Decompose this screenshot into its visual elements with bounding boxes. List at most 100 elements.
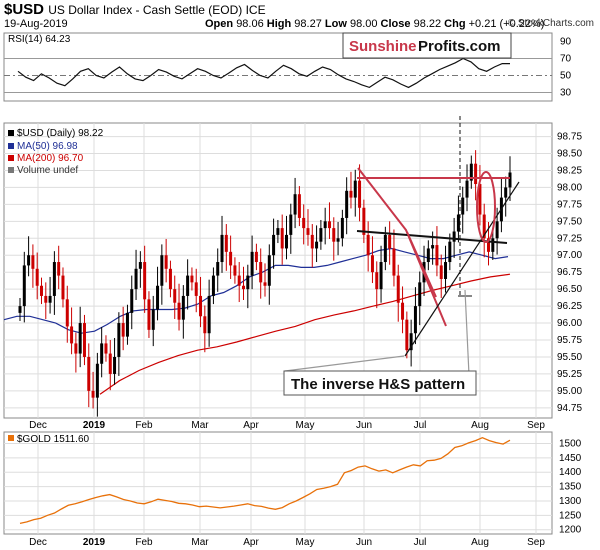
rsi-series [17,57,510,89]
legend-swatch-gold [8,435,14,441]
price-candle [323,221,327,229]
price-y-tick-label: 95.50 [557,352,582,363]
gold-panel: 1500 1450 1400 1350 1300 1250 1200 Dec 2019 Feb M… [3,431,582,548]
price-candle [113,356,117,374]
price-candle [177,302,181,320]
price-candle [435,245,439,266]
price-candle [250,251,254,276]
gold-series [19,436,511,525]
close-label: Close [380,18,411,30]
price-candle [160,255,164,286]
watermark-profits: Profits.com [418,38,501,55]
price-candle [27,255,31,266]
price-panel: 98.75 98.50 98.25 98.00 97.75 97.50 97.25 97.00… [3,116,582,431]
rsi-y-tick-label: 50 [560,71,572,82]
price-candle [194,282,198,296]
gold-x-tick-label: May [296,537,315,548]
price-candle [220,234,224,263]
price-candle [216,262,220,276]
price-candle [74,343,78,354]
gold-x-tick-label: Feb [135,537,153,548]
price-candle [95,363,99,398]
open-value: 98.06 [236,18,264,30]
gold-title: $GOLD 1511.60 [17,434,90,445]
gold-x-ticks: Dec 2019 Feb Mar Apr May Jun Jul Aug Sep [29,537,545,548]
price-candle [358,180,362,208]
price-candle [267,255,271,286]
price-candle [263,282,267,286]
symbol-title: $USD US Dollar Index - Cash Settle (EOD)… [4,1,266,18]
price-x-tick-label: Jul [414,420,427,431]
price-candle [349,190,353,198]
price-candle [65,299,69,327]
gold-frame [3,431,553,535]
price-candle [444,262,448,279]
legend-ma200: MA(200) 96.70 [17,153,84,164]
price-candle [336,238,340,242]
price-candle [289,214,293,235]
price-x-tick-label: Aug [471,420,489,431]
price-candle [448,241,452,263]
high-value: 98.27 [294,18,322,30]
price-candle [405,319,409,351]
price-candle [108,353,112,374]
price-candle [134,268,138,290]
gold-x-tick-label: Mar [191,537,209,548]
price-candle [207,295,211,334]
legend-ma50: MA(50) 96.98 [17,141,78,152]
price-candle [401,302,405,320]
price-candle [362,207,366,235]
low-label: Low [324,18,347,30]
price-series [18,150,512,417]
gold-y-tick-label: 1350 [559,482,582,493]
legend-swatch-usd [8,130,14,136]
price-y-tick-label: 95.25 [557,369,582,380]
price-candle [491,238,495,252]
gold-x-tick-label: Sep [527,537,545,548]
price-x-tick-label: Sep [527,420,545,431]
price-y-tick-label: 94.75 [557,403,582,414]
price-candle [465,180,469,198]
price-candle [57,262,61,276]
price-y-tick-label: 98.00 [557,182,582,193]
ohlc-readout: Open 98.06 High 98.27 Low 98.00 Close 98… [205,18,544,30]
price-candle [508,172,512,188]
price-candle [147,299,151,330]
high-label: High [266,18,292,30]
watermark-box [342,32,512,59]
price-candle [44,295,48,303]
rsi-panel: RSI(14) 64.23 90 70 50 30 Sunshine Profits.… [3,32,572,102]
price-candle [173,289,177,303]
gold-x-tick-label: Aug [471,537,489,548]
price-candle [181,295,185,320]
price-candle [469,163,473,181]
close-value: 98.22 [413,18,442,30]
sunshine-profits-watermark: Sunshine Profits.com [342,32,512,59]
rsi-y-tick-label: 70 [560,54,572,65]
price-candle [22,265,26,307]
price-y-tick-label: 97.25 [557,233,582,244]
rsi-y-tick-label: 90 [560,37,572,48]
price-candle [100,343,104,364]
price-candle [375,272,379,290]
neckline [356,230,508,244]
price-x-tick-label: Dec [29,420,47,431]
support-trendline [404,181,520,357]
price-candle [61,275,65,300]
price-candle [242,285,246,290]
price-candle [327,221,331,229]
price-candle [413,306,417,334]
chg-value: +0.21 (+0.22%) [468,18,545,30]
rsi-line [17,57,510,89]
price-candle [229,251,233,266]
price-y-ticks: 98.75 98.50 98.25 98.00 97.75 97.50 97.25 97.00… [557,132,582,414]
price-candle [482,214,486,239]
price-candle [151,309,155,330]
price-candle [452,231,456,242]
highlight-ellipse [476,171,496,243]
price-candle [199,295,203,317]
gold-x-tick-label: Jun [356,537,372,548]
rsi-gridlines [4,58,552,93]
watermark-sunshine: Sunshine [349,38,417,55]
price-x-tick-label: Mar [191,420,209,431]
